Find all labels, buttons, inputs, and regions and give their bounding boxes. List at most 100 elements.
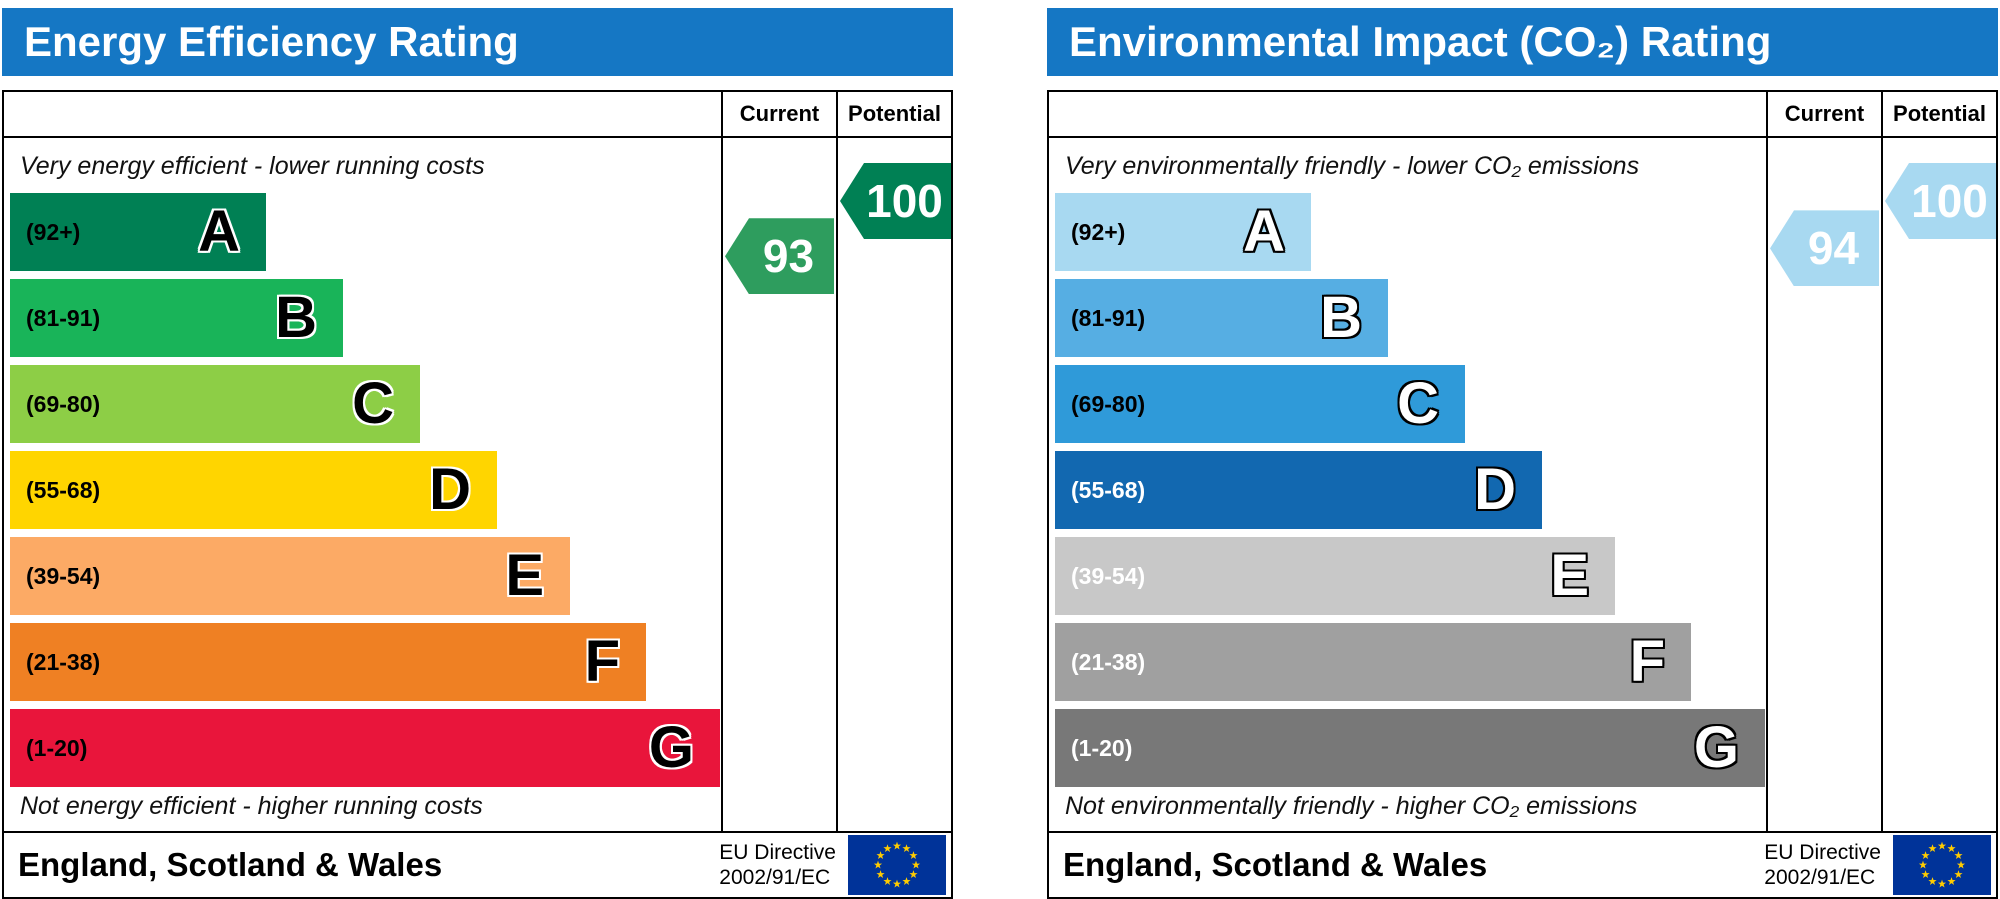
environmental-impact-panel: Environmental Impact (CO₂) Rating Curren… [1045,0,2000,899]
band-range: (21-38) [26,648,101,675]
band-letter: D [429,457,471,522]
band-range: (81-91) [26,304,101,331]
current-column-divider [1766,92,1768,831]
region-label: England, Scotland & Wales [18,846,443,883]
band-bar-f: (21-38) F [10,623,646,701]
band-letter: E [505,543,544,608]
bands-area: Very energy efficient - lower running co… [4,140,721,831]
band-bar-e: (39-54) E [1055,537,1615,615]
band-range: (81-91) [1071,304,1146,331]
band-range: (39-54) [26,562,101,589]
potential-rating-arrow: 100 [840,163,951,239]
band-letter: F [1629,629,1665,694]
band-range: (1-20) [1071,734,1133,761]
current-column-divider [721,92,723,831]
band-b: (81-91) B [10,279,721,357]
band-letter: A [1243,199,1285,264]
band-bar-d: (55-68) D [1055,451,1542,529]
band-range: (1-20) [26,734,88,761]
band-d: (55-68) D [1055,451,1766,529]
environmental-rating-table: Current Potential Very environmentally f… [1047,90,1998,899]
band-range: (69-80) [26,390,101,417]
band-letter: A [198,199,240,264]
band-letter: F [584,629,620,694]
band-range: (39-54) [1071,562,1146,589]
bottom-note: Not energy efficient - higher running co… [20,792,483,820]
top-note: Very energy efficient - lower running co… [20,152,485,180]
band-a: (92+) A [1055,193,1766,271]
potential-column-header: Potential [1893,101,1986,126]
current-rating-arrow: 93 [725,218,834,295]
region-label: England, Scotland & Wales [1063,846,1488,883]
eu-directive-line1: EU Directive [719,840,836,864]
eu-flag-icon [1893,835,1991,895]
panel-title: Environmental Impact (CO₂) Rating [1069,18,1772,65]
eu-directive-label: EU Directive 2002/91/EC [719,840,836,890]
band-bar-d: (55-68) D [10,451,497,529]
energy-title-bar: Energy Efficiency Rating [2,8,953,76]
band-bar-g: (1-20) G [1055,709,1765,787]
band-letter: B [275,285,317,350]
current-rating-value: 93 [762,230,815,283]
current-column-header: Current [739,101,820,126]
bottom-note: Not environmentally friendly - higher CO… [1065,792,1638,820]
band-letter: D [1474,457,1516,522]
current-rating-arrow: 94 [1770,210,1879,287]
band-f: (21-38) F [10,623,721,701]
potential-column-divider [836,92,838,831]
band-g: (1-20) G [1055,709,1766,787]
eu-directive-line2: 2002/91/EC [719,866,831,889]
band-e: (39-54) E [10,537,721,615]
band-c: (69-80) C [10,365,721,443]
bands: (92+) A (81-91) B (69-80) C (55-68) D (39-54) E (2… [1055,193,1766,787]
band-c: (69-80) C [1055,365,1766,443]
band-range: (55-68) [26,476,101,503]
energy-rating-table: Current Potential Very energy efficient … [2,90,953,899]
band-bar-e: (39-54) E [10,537,570,615]
bands-area: Very environmentally friendly - lower CO… [1049,140,1766,831]
table-header: Current Potential [1049,92,1996,138]
band-letter: C [1397,371,1439,436]
band-b: (81-91) B [1055,279,1766,357]
potential-rating-value: 100 [1911,175,1988,227]
band-letter: C [352,371,394,436]
potential-rating-arrow: 100 [1885,163,1996,239]
band-bar-g: (1-20) G [10,709,720,787]
table-footer: England, Scotland & Wales EU Directive 2… [4,831,951,897]
band-range: (55-68) [1071,476,1146,503]
eu-directive-line1: EU Directive [1764,840,1881,864]
potential-column-divider [1881,92,1883,831]
band-bar-c: (69-80) C [1055,365,1465,443]
energy-efficiency-panel: Energy Efficiency Rating Current Potenti… [0,0,955,899]
table-footer: England, Scotland & Wales EU Directive 2… [1049,831,1996,897]
band-bar-b: (81-91) B [1055,279,1388,357]
band-bar-a: (92+) A [10,193,266,271]
band-range: (69-80) [1071,390,1146,417]
band-letter: G [648,715,694,780]
band-a: (92+) A [10,193,721,271]
band-g: (1-20) G [10,709,721,787]
band-bar-f: (21-38) F [1055,623,1691,701]
potential-rating-value: 100 [866,175,943,227]
current-rating-value: 94 [1807,222,1860,275]
band-letter: E [1550,543,1589,608]
potential-column-header: Potential [848,101,941,126]
band-bar-c: (69-80) C [10,365,420,443]
panel-title: Energy Efficiency Rating [24,18,519,65]
eu-directive-label: EU Directive 2002/91/EC [1764,840,1881,890]
band-letter: B [1320,285,1362,350]
band-bar-b: (81-91) B [10,279,343,357]
band-e: (39-54) E [1055,537,1766,615]
band-f: (21-38) F [1055,623,1766,701]
band-bar-a: (92+) A [1055,193,1311,271]
band-d: (55-68) D [10,451,721,529]
eu-directive-line2: 2002/91/EC [1764,866,1876,889]
bands: (92+) A (81-91) B (69-80) C (55-68) D (39-54) E (2… [10,193,721,787]
top-note: Very environmentally friendly - lower CO… [1065,152,1640,180]
band-range: (92+) [1071,218,1126,245]
table-header: Current Potential [4,92,951,138]
band-range: (92+) [26,218,81,245]
band-range: (21-38) [1071,648,1146,675]
current-column-header: Current [1784,101,1865,126]
band-letter: G [1693,715,1739,780]
